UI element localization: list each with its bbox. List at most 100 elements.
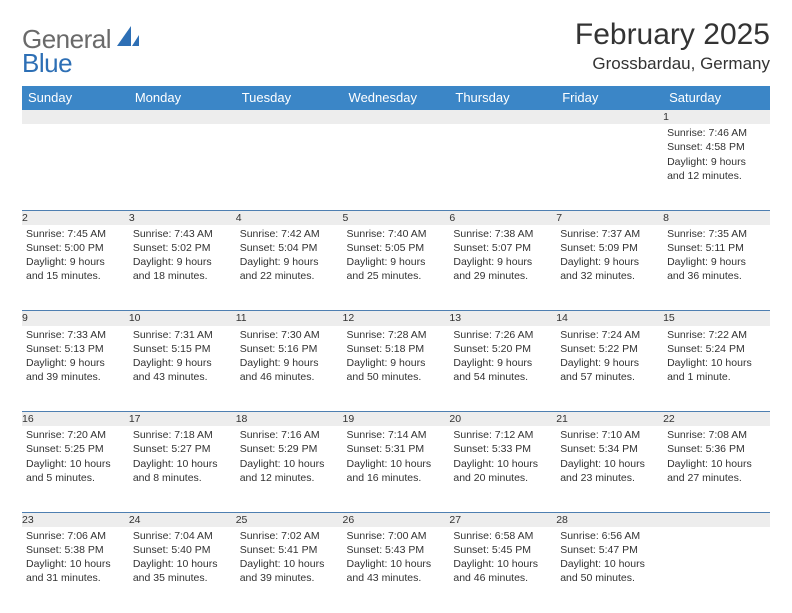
daylight-line: Daylight: 9 hours and 15 minutes. <box>26 255 125 283</box>
sunrise-line: Sunrise: 7:00 AM <box>347 529 446 543</box>
sunrise-line: Sunrise: 7:28 AM <box>347 328 446 342</box>
day-number-empty <box>236 110 343 124</box>
day-cell: Sunrise: 7:06 AMSunset: 5:38 PMDaylight:… <box>22 527 129 613</box>
daylight-line: Daylight: 9 hours and 25 minutes. <box>347 255 446 283</box>
sunset-line: Sunset: 5:40 PM <box>133 543 232 557</box>
daynum-row: 2345678 <box>22 210 770 225</box>
day-number: 12 <box>343 311 450 326</box>
day-cell-content: Sunrise: 7:26 AMSunset: 5:20 PMDaylight:… <box>453 326 552 385</box>
sunset-line: Sunset: 5:15 PM <box>133 342 232 356</box>
sunrise-line: Sunrise: 7:26 AM <box>453 328 552 342</box>
day-number: 6 <box>449 210 556 225</box>
day-cell: Sunrise: 7:46 AMSunset: 4:58 PMDaylight:… <box>663 124 770 210</box>
day-cell-content: Sunrise: 7:02 AMSunset: 5:41 PMDaylight:… <box>240 527 339 586</box>
day-cell-content: Sunrise: 7:46 AMSunset: 4:58 PMDaylight:… <box>667 124 766 183</box>
day-cell-content: Sunrise: 7:04 AMSunset: 5:40 PMDaylight:… <box>133 527 232 586</box>
daylight-line: Daylight: 10 hours and 23 minutes. <box>560 457 659 485</box>
day-cell: Sunrise: 7:35 AMSunset: 5:11 PMDaylight:… <box>663 225 770 311</box>
day-cell: Sunrise: 7:12 AMSunset: 5:33 PMDaylight:… <box>449 426 556 512</box>
day-header-wed: Wednesday <box>343 86 450 110</box>
day-cell-content: Sunrise: 7:14 AMSunset: 5:31 PMDaylight:… <box>347 426 446 485</box>
day-cell-content: Sunrise: 7:45 AMSunset: 5:00 PMDaylight:… <box>26 225 125 284</box>
week-row: Sunrise: 7:06 AMSunset: 5:38 PM Daylight:… <box>22 527 770 613</box>
daylight-line: Daylight: 9 hours and 50 minutes. <box>347 356 446 384</box>
daylight-line: Daylight: 9 hours and 36 minutes. <box>667 255 766 283</box>
day-number: 9 <box>22 311 129 326</box>
day-cell-content: Sunrise: 7:28 AMSunset: 5:18 PMDaylight:… <box>347 326 446 385</box>
daylight-line: Daylight: 10 hours and 43 minutes. <box>347 557 446 585</box>
day-header-tue: Tuesday <box>236 86 343 110</box>
calendar-table: Sunday Monday Tuesday Wednesday Thursday… <box>22 86 770 613</box>
day-cell: Sunrise: 7:14 AMSunset: 5:31 PMDaylight:… <box>343 426 450 512</box>
sunrise-line: Sunrise: 7:45 AM <box>26 227 125 241</box>
daylight-line: Daylight: 9 hours and 43 minutes. <box>133 356 232 384</box>
sunset-line: Sunset: 5:47 PM <box>560 543 659 557</box>
day-cell-content: Sunrise: 7:33 AMSunset: 5:13 PMDaylight:… <box>26 326 125 385</box>
daylight-line: Daylight: 10 hours and 1 minute. <box>667 356 766 384</box>
day-number: 20 <box>449 412 556 427</box>
sunset-line: Sunset: 5:29 PM <box>240 442 339 456</box>
sunset-line: Sunset: 5:27 PM <box>133 442 232 456</box>
day-number: 23 <box>22 512 129 527</box>
page-header: General February 2025 Grossbardau, Germa… <box>22 18 770 74</box>
day-cell-content: Sunrise: 7:18 AMSunset: 5:27 PMDaylight:… <box>133 426 232 485</box>
logo-text-blue: Blue <box>22 48 72 78</box>
day-header-sun: Sunday <box>22 86 129 110</box>
sunset-line: Sunset: 5:38 PM <box>26 543 125 557</box>
day-number: 21 <box>556 412 663 427</box>
sunrise-line: Sunrise: 7:31 AM <box>133 328 232 342</box>
sunrise-line: Sunrise: 7:40 AM <box>347 227 446 241</box>
sunrise-line: Sunrise: 7:46 AM <box>667 126 766 140</box>
day-number-empty <box>129 110 236 124</box>
sunset-line: Sunset: 5:20 PM <box>453 342 552 356</box>
calendar-page: General February 2025 Grossbardau, Germa… <box>0 0 792 613</box>
sunset-line: Sunset: 5:11 PM <box>667 241 766 255</box>
day-cell-content: Sunrise: 7:12 AMSunset: 5:33 PMDaylight:… <box>453 426 552 485</box>
day-header-fri: Friday <box>556 86 663 110</box>
day-cell: Sunrise: 6:56 AMSunset: 5:47 PMDaylight:… <box>556 527 663 613</box>
sunrise-line: Sunrise: 7:10 AM <box>560 428 659 442</box>
daylight-line: Daylight: 9 hours and 32 minutes. <box>560 255 659 283</box>
day-number: 18 <box>236 412 343 427</box>
day-number: 24 <box>129 512 236 527</box>
sunset-line: Sunset: 5:45 PM <box>453 543 552 557</box>
day-number: 7 <box>556 210 663 225</box>
day-number-empty <box>343 110 450 124</box>
daylight-line: Daylight: 10 hours and 35 minutes. <box>133 557 232 585</box>
day-cell-content: Sunrise: 7:16 AMSunset: 5:29 PMDaylight:… <box>240 426 339 485</box>
day-cell: Sunrise: 7:00 AMSunset: 5:43 PMDaylight:… <box>343 527 450 613</box>
week-row: Sunrise: 7:45 AMSunset: 5:00 PMDaylight:… <box>22 225 770 311</box>
day-cell: Sunrise: 7:45 AMSunset: 5:00 PMDaylight:… <box>22 225 129 311</box>
daylight-line: Daylight: 10 hours and 50 minutes. <box>560 557 659 585</box>
sunrise-line: Sunrise: 7:42 AM <box>240 227 339 241</box>
week-row: Sunrise: 7:46 AMSunset: 4:58 PMDaylight:… <box>22 124 770 210</box>
sunrise-line: Sunrise: 7:16 AM <box>240 428 339 442</box>
daynum-row: 232425262728 <box>22 512 770 527</box>
day-cell-content: Sunrise: 6:58 AMSunset: 5:45 PMDaylight:… <box>453 527 552 586</box>
day-cell-content: Sunrise: 6:56 AMSunset: 5:47 PMDaylight:… <box>560 527 659 586</box>
day-cell: Sunrise: 7:02 AMSunset: 5:41 PMDaylight:… <box>236 527 343 613</box>
day-cell-content: Sunrise: 7:08 AMSunset: 5:36 PMDaylight:… <box>667 426 766 485</box>
day-cell-content: Sunrise: 7:37 AMSunset: 5:09 PMDaylight:… <box>560 225 659 284</box>
day-number-empty <box>449 110 556 124</box>
day-number-empty <box>22 110 129 124</box>
sunset-line: Sunset: 5:41 PM <box>240 543 339 557</box>
day-number: 4 <box>236 210 343 225</box>
day-cell <box>129 124 236 210</box>
sunset-line: Sunset: 5:33 PM <box>453 442 552 456</box>
daylight-line: Daylight: 9 hours and 12 minutes. <box>667 155 766 183</box>
day-cell: Sunrise: 7:28 AMSunset: 5:18 PMDaylight:… <box>343 326 450 412</box>
sunrise-line: Sunrise: 7:30 AM <box>240 328 339 342</box>
day-number: 3 <box>129 210 236 225</box>
day-cell-content: Sunrise: 7:20 AMSunset: 5:25 PMDaylight:… <box>26 426 125 485</box>
sunrise-line: Sunrise: 7:06 AM <box>26 529 125 543</box>
day-cell <box>343 124 450 210</box>
day-cell-content: Sunrise: 7:30 AMSunset: 5:16 PMDaylight:… <box>240 326 339 385</box>
day-cell: Sunrise: 6:58 AMSunset: 5:45 PMDaylight:… <box>449 527 556 613</box>
day-cell: Sunrise: 7:20 AMSunset: 5:25 PMDaylight:… <box>22 426 129 512</box>
sunset-line: Sunset: 5:16 PM <box>240 342 339 356</box>
day-cell: Sunrise: 7:08 AMSunset: 5:36 PMDaylight:… <box>663 426 770 512</box>
calendar-header-row: Sunday Monday Tuesday Wednesday Thursday… <box>22 86 770 110</box>
day-cell-content: Sunrise: 7:40 AMSunset: 5:05 PMDaylight:… <box>347 225 446 284</box>
daylight-line: Daylight: 10 hours and 20 minutes. <box>453 457 552 485</box>
